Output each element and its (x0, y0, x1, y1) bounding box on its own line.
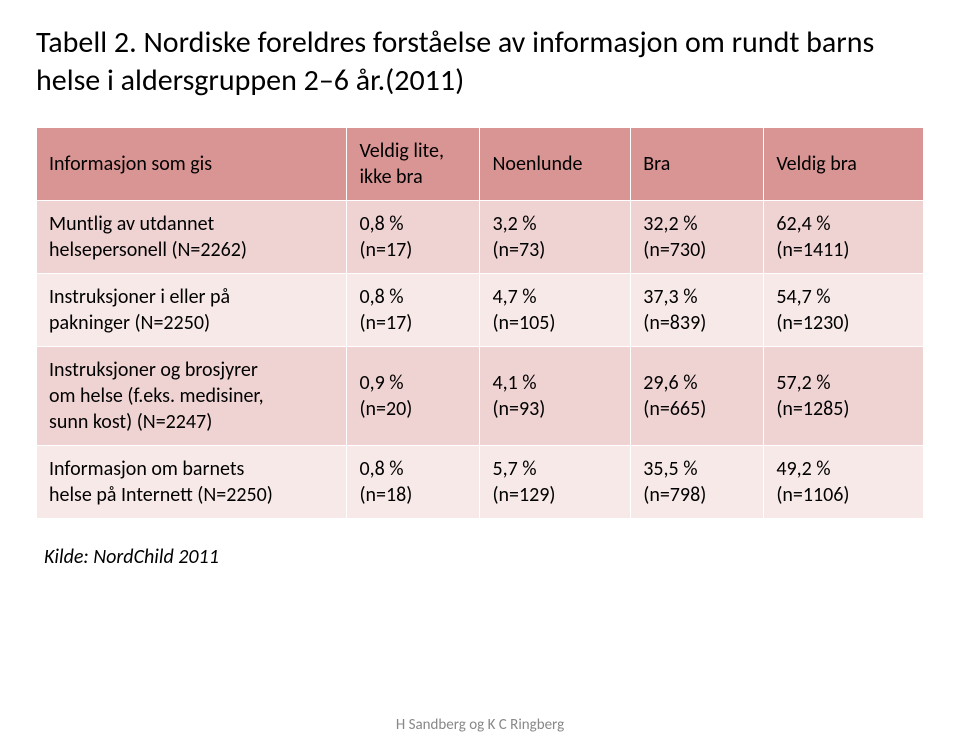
row-label: Instruksjoner i eller på pakninger (N=22… (37, 274, 347, 347)
cell-text: (n=17) (359, 237, 467, 263)
footer-text: H Sandberg og K C Ringberg (0, 716, 960, 734)
cell-text: 49,2 % (776, 456, 911, 482)
cell: 54,7 % (n=1230) (764, 274, 924, 347)
cell-text: (n=73) (492, 237, 618, 263)
table-row: Informasjon om barnets helse på Internet… (37, 446, 924, 519)
row-label: Instruksjoner og brosjyrer om helse (f.e… (37, 347, 347, 446)
cell-text: (n=93) (492, 396, 618, 422)
page-title: Tabell 2. Nordiske foreldres forståelse … (36, 24, 924, 99)
cell-text: sunn kost) (N=2247) (49, 409, 334, 435)
cell-text: Instruksjoner og brosjyrer (49, 357, 334, 383)
cell-text: 62,4 % (776, 211, 911, 237)
cell-text: 0,8 % (359, 284, 467, 310)
cell-text: 0,9 % (359, 370, 467, 396)
table-row: Muntlig av utdannet helsepersonell (N=22… (37, 201, 924, 274)
cell: 35,5 % (n=798) (631, 446, 764, 519)
row-label: Muntlig av utdannet helsepersonell (N=22… (37, 201, 347, 274)
cell-text: pakninger (N=2250) (49, 310, 334, 336)
cell-text: (n=839) (643, 310, 751, 336)
cell-text: 35,5 % (643, 456, 751, 482)
cell-text: 29,6 % (643, 370, 751, 396)
cell-text: Muntlig av utdannet (49, 211, 334, 237)
cell-text: 54,7 % (776, 284, 911, 310)
col-header: Veldig bra (764, 128, 924, 201)
cell-text: helse på Internett (N=2250) (49, 482, 334, 508)
cell: 0,9 % (n=20) (347, 347, 480, 446)
header-text: Noenlunde (492, 151, 618, 177)
cell: 62,4 % (n=1411) (764, 201, 924, 274)
cell-text: (n=798) (643, 482, 751, 508)
cell-text: (n=17) (359, 310, 467, 336)
cell: 0,8 % (n=17) (347, 201, 480, 274)
page: Tabell 2. Nordiske foreldres forståelse … (0, 0, 960, 754)
cell: 4,7 % (n=105) (480, 274, 631, 347)
cell-text: (n=105) (492, 310, 618, 336)
cell: 49,2 % (n=1106) (764, 446, 924, 519)
cell-text: (n=1106) (776, 482, 911, 508)
cell-text: (n=730) (643, 237, 751, 263)
cell-text: 4,1 % (492, 370, 618, 396)
cell: 3,2 % (n=73) (480, 201, 631, 274)
cell: 57,2 % (n=1285) (764, 347, 924, 446)
cell-text: (n=18) (359, 482, 467, 508)
col-header: Veldig lite, ikke bra (347, 128, 480, 201)
cell-text: 3,2 % (492, 211, 618, 237)
cell: 0,8 % (n=18) (347, 446, 480, 519)
cell: 29,6 % (n=665) (631, 347, 764, 446)
cell-text: (n=129) (492, 482, 618, 508)
cell: 0,8 % (n=17) (347, 274, 480, 347)
cell-text: helsepersonell (N=2262) (49, 237, 334, 263)
cell-text: 0,8 % (359, 211, 467, 237)
source-text: Kilde: NordChild 2011 (36, 545, 924, 569)
header-text: Informasjon som gis (49, 151, 334, 177)
data-table: Informasjon som gis Veldig lite, ikke br… (36, 127, 924, 519)
col-header: Bra (631, 128, 764, 201)
cell-text: 37,3 % (643, 284, 751, 310)
table-row: Instruksjoner i eller på pakninger (N=22… (37, 274, 924, 347)
table-row: Instruksjoner og brosjyrer om helse (f.e… (37, 347, 924, 446)
cell-text: Informasjon om barnets (49, 456, 334, 482)
cell: 4,1 % (n=93) (480, 347, 631, 446)
cell-text: 32,2 % (643, 211, 751, 237)
cell-text: (n=20) (359, 396, 467, 422)
cell-text: 5,7 % (492, 456, 618, 482)
cell: 5,7 % (n=129) (480, 446, 631, 519)
cell: 32,2 % (n=730) (631, 201, 764, 274)
cell-text: 57,2 % (776, 370, 911, 396)
cell-text: (n=1285) (776, 396, 911, 422)
header-text: Bra (643, 151, 751, 177)
cell: 37,3 % (n=839) (631, 274, 764, 347)
cell-text: om helse (f.eks. medisiner, (49, 383, 334, 409)
cell-text: (n=1411) (776, 237, 911, 263)
header-text: ikke bra (359, 164, 467, 190)
header-text: Veldig bra (776, 151, 911, 177)
cell-text: 4,7 % (492, 284, 618, 310)
row-label: Informasjon om barnets helse på Internet… (37, 446, 347, 519)
col-header: Informasjon som gis (37, 128, 347, 201)
cell-text: (n=1230) (776, 310, 911, 336)
col-header: Noenlunde (480, 128, 631, 201)
table-header-row: Informasjon som gis Veldig lite, ikke br… (37, 128, 924, 201)
header-text: Veldig lite, (359, 138, 467, 164)
cell-text: 0,8 % (359, 456, 467, 482)
cell-text: (n=665) (643, 396, 751, 422)
cell-text: Instruksjoner i eller på (49, 284, 334, 310)
